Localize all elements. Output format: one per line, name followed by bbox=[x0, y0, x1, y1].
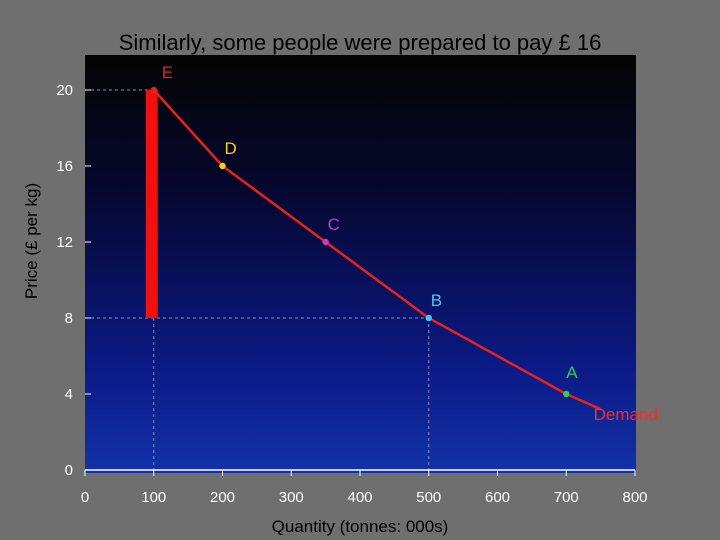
x-tick-label-200: 200 bbox=[210, 489, 235, 506]
y-tick-label-16: 16 bbox=[56, 158, 73, 175]
point-B bbox=[425, 314, 432, 322]
x-tick-label-700: 700 bbox=[554, 489, 579, 506]
point-label-E: E bbox=[162, 63, 173, 82]
guide-lines bbox=[85, 89, 430, 470]
x-axis-title: Quantity (tonnes: 000s) bbox=[272, 517, 449, 536]
series-label-demand: Demand bbox=[594, 405, 658, 424]
axes: 0 100 200 300 400 500 600 700 800 0 4 8 12 16 20 bbox=[56, 82, 647, 506]
point-D bbox=[219, 162, 226, 170]
point-A bbox=[563, 390, 570, 398]
x-tick-label-100: 100 bbox=[141, 489, 166, 506]
point-E bbox=[150, 86, 157, 94]
x-tick-label-400: 400 bbox=[347, 489, 372, 506]
y-tick-label-8: 8 bbox=[65, 310, 73, 327]
x-tick-label-800: 800 bbox=[622, 489, 647, 506]
chart-title: Similarly, some people were prepared to … bbox=[118, 30, 602, 55]
point-C bbox=[322, 238, 329, 246]
points-layer: E D C B A bbox=[150, 63, 578, 398]
point-label-A: A bbox=[566, 363, 578, 382]
y-tick-label-12: 12 bbox=[56, 234, 73, 251]
y-tick-label-0: 0 bbox=[65, 462, 73, 479]
x-tick-label-500: 500 bbox=[416, 489, 441, 506]
price-bar bbox=[145, 90, 158, 318]
y-tick-label-20: 20 bbox=[56, 82, 73, 99]
x-tick-label-0: 0 bbox=[81, 489, 89, 506]
point-label-B: B bbox=[431, 291, 442, 310]
demand-line-layer: Demand bbox=[152, 89, 658, 424]
price-bar-layer bbox=[145, 90, 158, 318]
demand-line bbox=[152, 89, 602, 411]
point-label-C: C bbox=[328, 215, 340, 234]
y-axis-title: Price (£ per kg) bbox=[22, 183, 41, 299]
y-tick-label-4: 4 bbox=[65, 386, 73, 403]
plot-area bbox=[85, 55, 636, 473]
x-tick-label-300: 300 bbox=[279, 489, 304, 506]
point-label-D: D bbox=[225, 139, 237, 158]
x-tick-label-600: 600 bbox=[485, 489, 510, 506]
